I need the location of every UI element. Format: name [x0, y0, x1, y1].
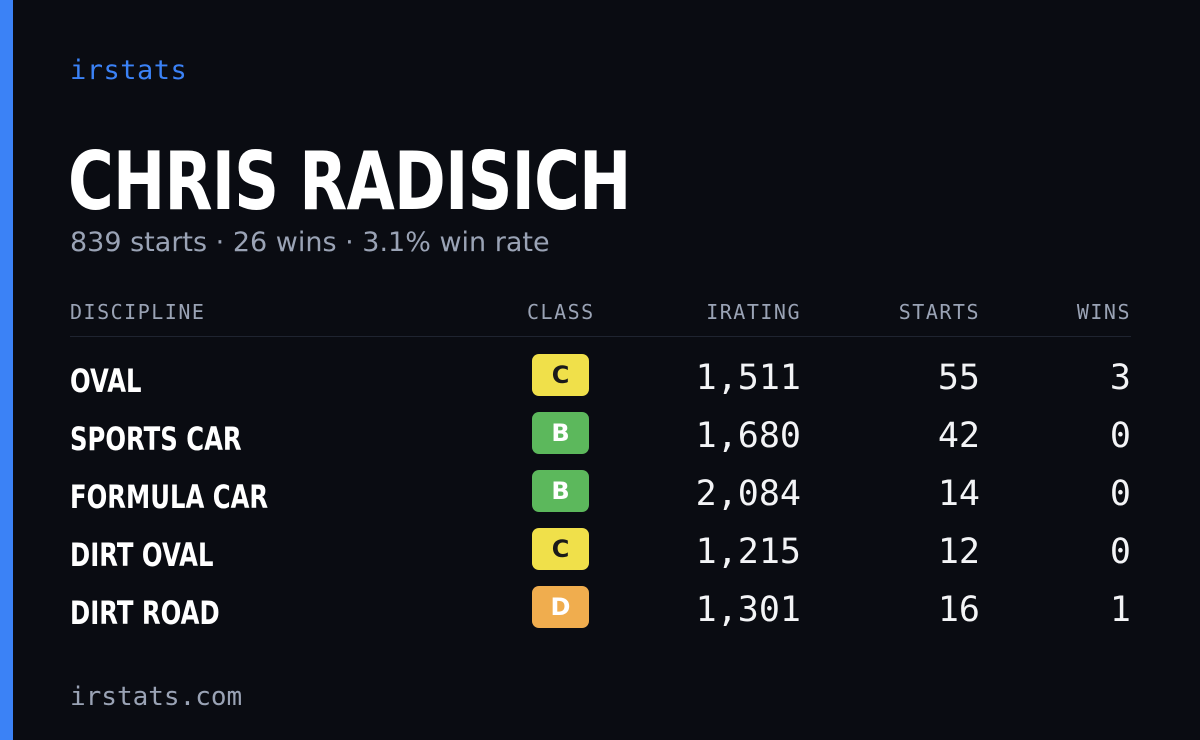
starts-value: 14 — [937, 474, 980, 514]
table-row: DIRT ROAD D 1,301 16 1 — [70, 584, 1131, 642]
class-badge: B — [532, 412, 589, 454]
table-row: FORMULA CAR B 2,084 14 0 — [70, 468, 1131, 526]
driver-summary: 839 starts · 26 wins · 3.1% win rate — [70, 227, 550, 258]
irating-value: 1,215 — [695, 532, 801, 572]
class-badge: D — [532, 586, 589, 628]
driver-name: CHRIS RADISICH — [68, 135, 631, 228]
header-class: CLASS — [527, 300, 595, 324]
irating-value: 1,511 — [695, 358, 801, 398]
starts-value: 42 — [937, 416, 980, 456]
table-header: DISCIPLINE CLASS IRATING STARTS WINS — [70, 300, 1131, 337]
class-badge: C — [532, 528, 589, 570]
header-discipline: DISCIPLINE — [70, 300, 206, 324]
header-wins: WINS — [1076, 300, 1131, 324]
table-row: OVAL C 1,511 55 3 — [70, 352, 1131, 410]
discipline-name: DIRT ROAD — [70, 594, 220, 632]
wins-value: 1 — [1109, 590, 1131, 630]
class-badge: C — [532, 354, 589, 396]
table-row: DIRT OVAL C 1,215 12 0 — [70, 526, 1131, 584]
class-badge: B — [532, 470, 589, 512]
irating-value: 1,680 — [695, 416, 801, 456]
discipline-name: SPORTS CAR — [70, 420, 242, 458]
accent-bar — [0, 0, 13, 740]
header-starts: STARTS — [898, 300, 980, 324]
brand-logo: irstats — [70, 55, 188, 86]
irating-value: 1,301 — [695, 590, 801, 630]
discipline-name: FORMULA CAR — [70, 478, 269, 516]
starts-value: 12 — [937, 532, 980, 572]
wins-value: 3 — [1109, 358, 1131, 398]
starts-value: 55 — [937, 358, 980, 398]
header-irating: IRATING — [706, 300, 801, 324]
table-row: SPORTS CAR B 1,680 42 0 — [70, 410, 1131, 468]
wins-value: 0 — [1109, 532, 1131, 572]
footer-url: irstats.com — [70, 682, 243, 712]
discipline-table: OVAL C 1,511 55 3 SPORTS CAR B 1,680 42 … — [70, 352, 1131, 642]
starts-value: 16 — [937, 590, 980, 630]
wins-value: 0 — [1109, 474, 1131, 514]
discipline-name: OVAL — [70, 362, 142, 400]
wins-value: 0 — [1109, 416, 1131, 456]
irating-value: 2,084 — [695, 474, 801, 514]
discipline-name: DIRT OVAL — [70, 536, 214, 574]
